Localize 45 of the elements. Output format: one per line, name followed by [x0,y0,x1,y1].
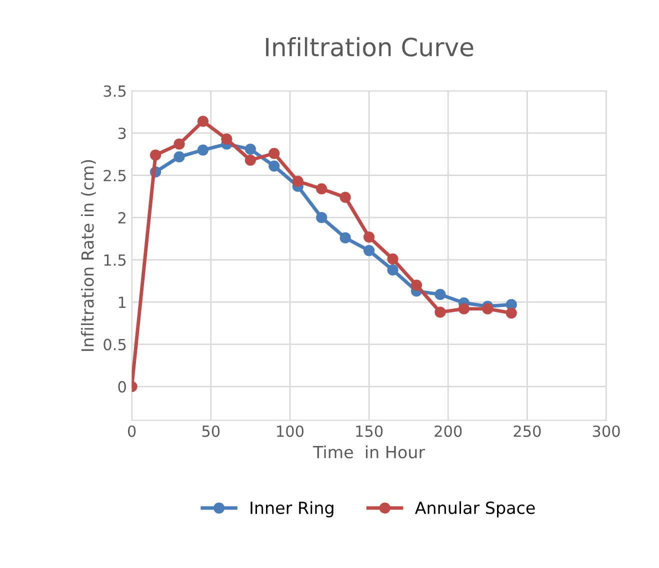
point [387,264,398,276]
point [434,306,446,318]
y-tick-label: 3 [118,128,126,140]
x-tick-label: 300 [592,425,620,438]
point [363,231,375,243]
y-tick-label: 0.5 [104,338,126,350]
point [387,253,398,265]
point [244,144,256,155]
point [410,280,422,291]
point [316,183,328,194]
chart-title: Infiltration Curve [266,37,474,57]
point [340,192,351,203]
legend-label: Annular Space [414,501,535,518]
point [150,150,162,161]
point [174,151,185,162]
y-tick-label: 1.5 [104,254,126,266]
x-axis-title: Time in Hour [312,446,426,458]
point [197,144,209,156]
point [174,138,185,150]
y-tick-label: 2.5 [104,170,126,182]
y-tick-label: 0 [118,380,126,393]
y-tick-label: 2 [118,212,126,224]
point [340,232,351,244]
x-tick-label: 50 [202,425,220,438]
x-tick-label: 150 [356,425,383,438]
point [197,116,209,127]
point [316,212,328,224]
point [292,176,304,187]
y-axis-title: Infiltration Rate in (cm) [80,160,96,351]
point [458,303,470,314]
point [221,133,232,145]
legend-label: Inner Ring [250,501,334,518]
point [268,148,280,159]
point [268,160,280,172]
point [244,154,256,166]
x-tick-label: 0 [128,425,136,438]
point [482,303,494,314]
x-tick-label: 250 [514,425,541,438]
point [506,307,517,319]
y-tick-label: 3.5 [104,85,126,97]
y-tick-label: 1 [118,296,126,308]
point [434,288,446,300]
x-tick-label: 200 [434,425,462,438]
x-tick-label: 100 [277,425,304,438]
point [363,244,375,256]
